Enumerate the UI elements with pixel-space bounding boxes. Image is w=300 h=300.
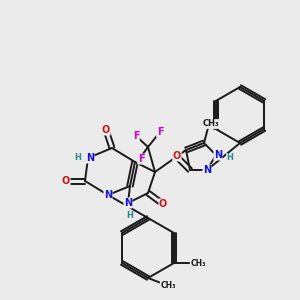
Text: H: H bbox=[75, 152, 81, 161]
Text: CH₃: CH₃ bbox=[190, 259, 206, 268]
Text: CH₃: CH₃ bbox=[160, 281, 176, 290]
Text: F: F bbox=[133, 131, 139, 141]
Text: N: N bbox=[104, 190, 112, 200]
Text: F: F bbox=[157, 127, 163, 137]
Text: N: N bbox=[203, 165, 211, 175]
Text: H: H bbox=[226, 154, 233, 163]
Text: O: O bbox=[159, 199, 167, 209]
Text: N: N bbox=[214, 150, 222, 160]
Text: N: N bbox=[124, 198, 132, 208]
Text: F: F bbox=[138, 154, 144, 164]
Text: H: H bbox=[127, 212, 134, 220]
Text: O: O bbox=[102, 125, 110, 135]
Text: O: O bbox=[173, 151, 181, 161]
Text: N: N bbox=[86, 153, 94, 163]
Text: CH₃: CH₃ bbox=[203, 119, 219, 128]
Text: O: O bbox=[62, 176, 70, 186]
